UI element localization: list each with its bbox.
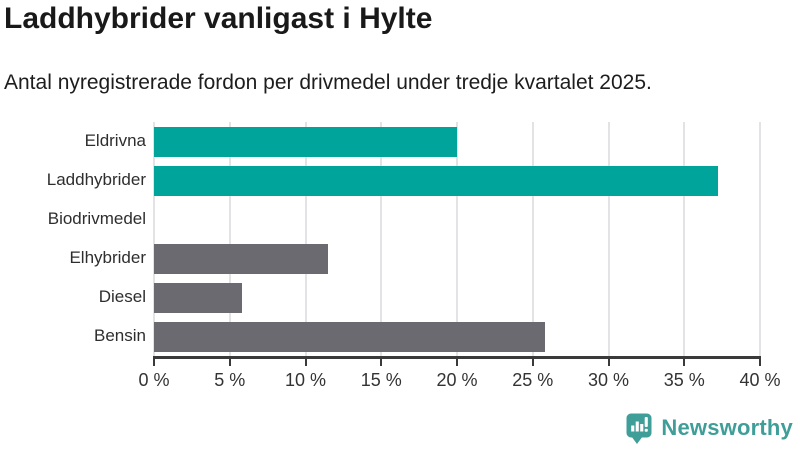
chart-row: Biodrivmedel: [0, 200, 800, 239]
bar-elhybrider: [154, 244, 329, 275]
chart-row: Bensin: [0, 318, 800, 357]
chart-row: Diesel: [0, 279, 800, 318]
bar-bensin: [154, 322, 545, 353]
gridline: [153, 122, 155, 357]
x-axis-tick: [531, 359, 534, 366]
gridline: [683, 122, 686, 357]
bar-laddhybrider: [154, 165, 718, 196]
bar-diesel: [154, 283, 242, 314]
chart-row: Eldrivna: [0, 122, 800, 161]
x-axis-tick: [228, 359, 231, 366]
gridline: [759, 122, 761, 357]
x-tick-label: 15 %: [360, 370, 402, 390]
x-axis-tick: [683, 359, 686, 366]
bar-chart: Eldrivna Laddhybrider Biodrivmedel Elhybrid…: [0, 122, 800, 397]
x-tick-label: 5 %: [214, 370, 246, 390]
category-label: Elhybrider: [69, 248, 146, 268]
x-axis: 0 % 5 % 10 % 15 % 20 % 25 % 30 % 35 % 40 %: [138, 359, 781, 399]
page-title: Laddhybrider vanligast i Hylte: [4, 2, 433, 35]
x-tick-label: 30 %: [587, 370, 630, 390]
gridline: [228, 122, 231, 357]
x-axis-tick: [607, 359, 610, 366]
gridline: [456, 122, 458, 357]
gridline: [607, 122, 610, 357]
category-label: Bensin: [94, 326, 146, 346]
newsworthy-logo: Newsworthy: [625, 410, 793, 446]
gridline: [531, 122, 534, 357]
x-axis-tick: [153, 359, 155, 366]
gridline: [380, 122, 383, 357]
chart-rows: Eldrivna Laddhybrider Biodrivmedel Elhybrid…: [0, 122, 800, 357]
category-label: Laddhybrider: [46, 169, 146, 189]
gridline: [304, 122, 307, 357]
category-label: Biodrivmedel: [47, 208, 146, 228]
x-axis-tick: [304, 359, 307, 366]
x-axis-tick: [456, 359, 458, 366]
x-tick-label: 25 %: [512, 370, 554, 390]
x-tick-label: 10 %: [284, 370, 327, 390]
category-label: Eldrivna: [84, 130, 146, 150]
x-tick-label: 35 %: [663, 370, 705, 390]
chart-row: Elhybrider: [0, 240, 800, 279]
gridlines: [153, 122, 761, 357]
x-tick-label: 40 %: [739, 370, 781, 390]
page-subtitle: Antal nyregistrerade fordon per drivmede…: [4, 71, 652, 94]
newsworthy-wordmark: Newsworthy: [661, 415, 793, 440]
x-axis-tick: [380, 359, 383, 366]
category-label: Diesel: [98, 287, 146, 307]
x-axis-line: [153, 356, 761, 359]
x-axis-tick: [759, 359, 761, 366]
x-tick-label: 20 %: [436, 370, 478, 390]
bar-eldrivna: [154, 126, 457, 157]
newsworthy-bar-chart-speech-bubble-icon: [626, 413, 652, 444]
chart-row: Laddhybrider: [0, 161, 800, 200]
x-tick-label: 0 %: [138, 370, 170, 390]
